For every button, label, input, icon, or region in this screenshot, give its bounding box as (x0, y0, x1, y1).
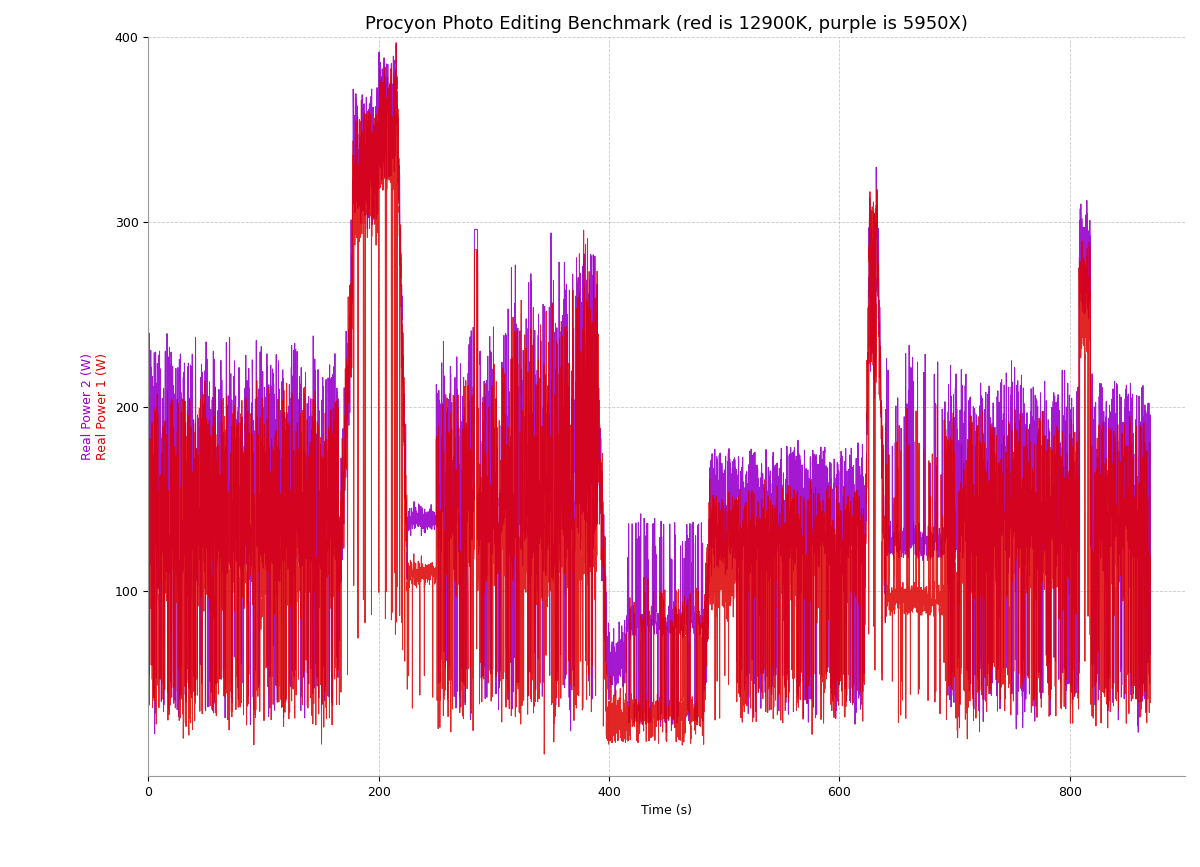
Text: Real Power 1 (W): Real Power 1 (W) (96, 353, 109, 460)
Text: Real Power 2 (W): Real Power 2 (W) (82, 353, 95, 460)
X-axis label: Time (s): Time (s) (641, 805, 692, 818)
Title: Procyon Photo Editing Benchmark (red is 12900K, purple is 5950X): Procyon Photo Editing Benchmark (red is … (365, 15, 968, 33)
